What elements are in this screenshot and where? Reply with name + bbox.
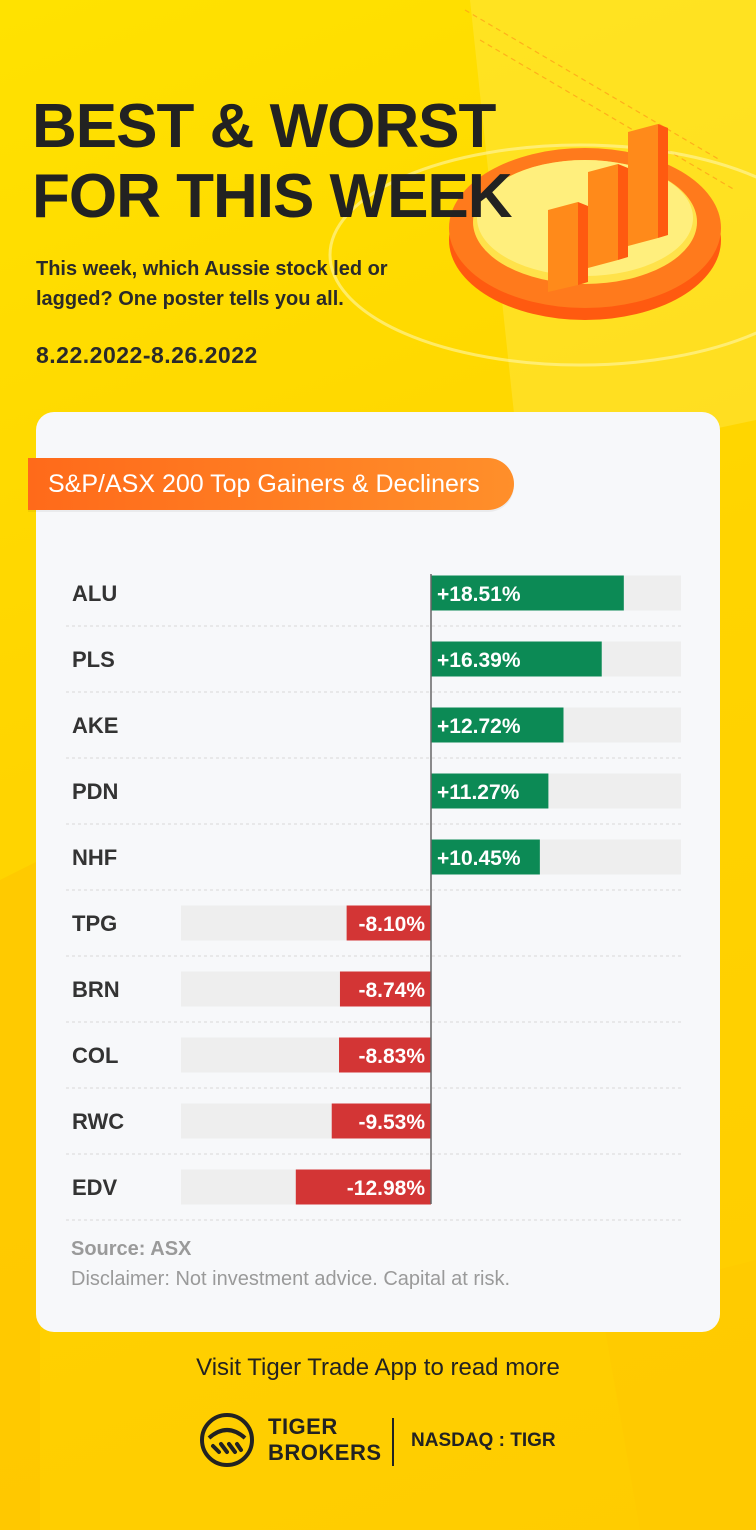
chart-title-pill: S&P/ASX 200 Top Gainers & Decliners: [28, 458, 514, 510]
brand-line-1: TIGER: [268, 1414, 338, 1439]
bar-ake: [431, 707, 564, 743]
brand-line-2: BROKERS: [268, 1440, 382, 1465]
value-label: -8.83%: [358, 1045, 425, 1068]
date-range: 8.22.2022-8.26.2022: [36, 342, 258, 368]
value-label: +10.45%: [437, 847, 521, 870]
bar-tpg: [346, 905, 431, 941]
source-text: Source: ASX: [71, 1238, 192, 1260]
bar-brn: [339, 971, 431, 1007]
value-label: -8.10%: [358, 913, 425, 936]
bar-nhf: [431, 839, 540, 875]
value-label: -8.74%: [358, 979, 425, 1002]
category-label: BRN: [72, 977, 120, 1002]
bar-alu: [431, 575, 624, 611]
ticker-label: NASDAQ: [411, 1430, 494, 1451]
category-label: TPG: [72, 911, 117, 936]
value-label: +18.51%: [437, 583, 521, 606]
value-label: -9.53%: [358, 1111, 425, 1134]
value-label: -12.98%: [347, 1177, 426, 1200]
visit-app-link[interactable]: Visit Tiger Trade App to read more: [196, 1354, 560, 1381]
bar-rwc: [331, 1103, 431, 1139]
category-label: RWC: [72, 1109, 124, 1134]
ticker-symbol: TIGR: [510, 1430, 556, 1451]
category-label: AKE: [72, 713, 118, 738]
ticker-separator: :: [498, 1430, 505, 1451]
page-title: BEST & WORST FOR THIS WEEK: [32, 92, 513, 232]
footer-divider: [392, 1418, 394, 1466]
tiger-logo-icon: [200, 1413, 254, 1467]
bar-pls: [431, 641, 602, 677]
category-label: COL: [72, 1043, 118, 1068]
category-label: EDV: [72, 1175, 118, 1200]
bar-pdn: [431, 773, 549, 809]
stock-ticker: NASDAQ : TIGR: [411, 1430, 556, 1452]
bar-col: [339, 1037, 431, 1073]
value-label: +12.72%: [437, 715, 521, 738]
subtitle: This week, which Aussie stock led or lag…: [36, 258, 388, 310]
category-label: NHF: [72, 845, 117, 870]
disclaimer-text: Disclaimer: Not investment advice. Capit…: [71, 1268, 511, 1290]
title-line-1: BEST & WORST: [32, 92, 496, 161]
value-label: +16.39%: [437, 649, 521, 672]
value-label: +11.27%: [437, 781, 520, 804]
category-label: PDN: [72, 779, 118, 804]
title-line-2: FOR THIS WEEK: [32, 162, 513, 231]
category-label: ALU: [72, 581, 117, 606]
category-label: PLS: [72, 647, 115, 672]
bar-edv: [295, 1169, 431, 1205]
brand-name: TIGER BROKERS: [268, 1414, 382, 1466]
